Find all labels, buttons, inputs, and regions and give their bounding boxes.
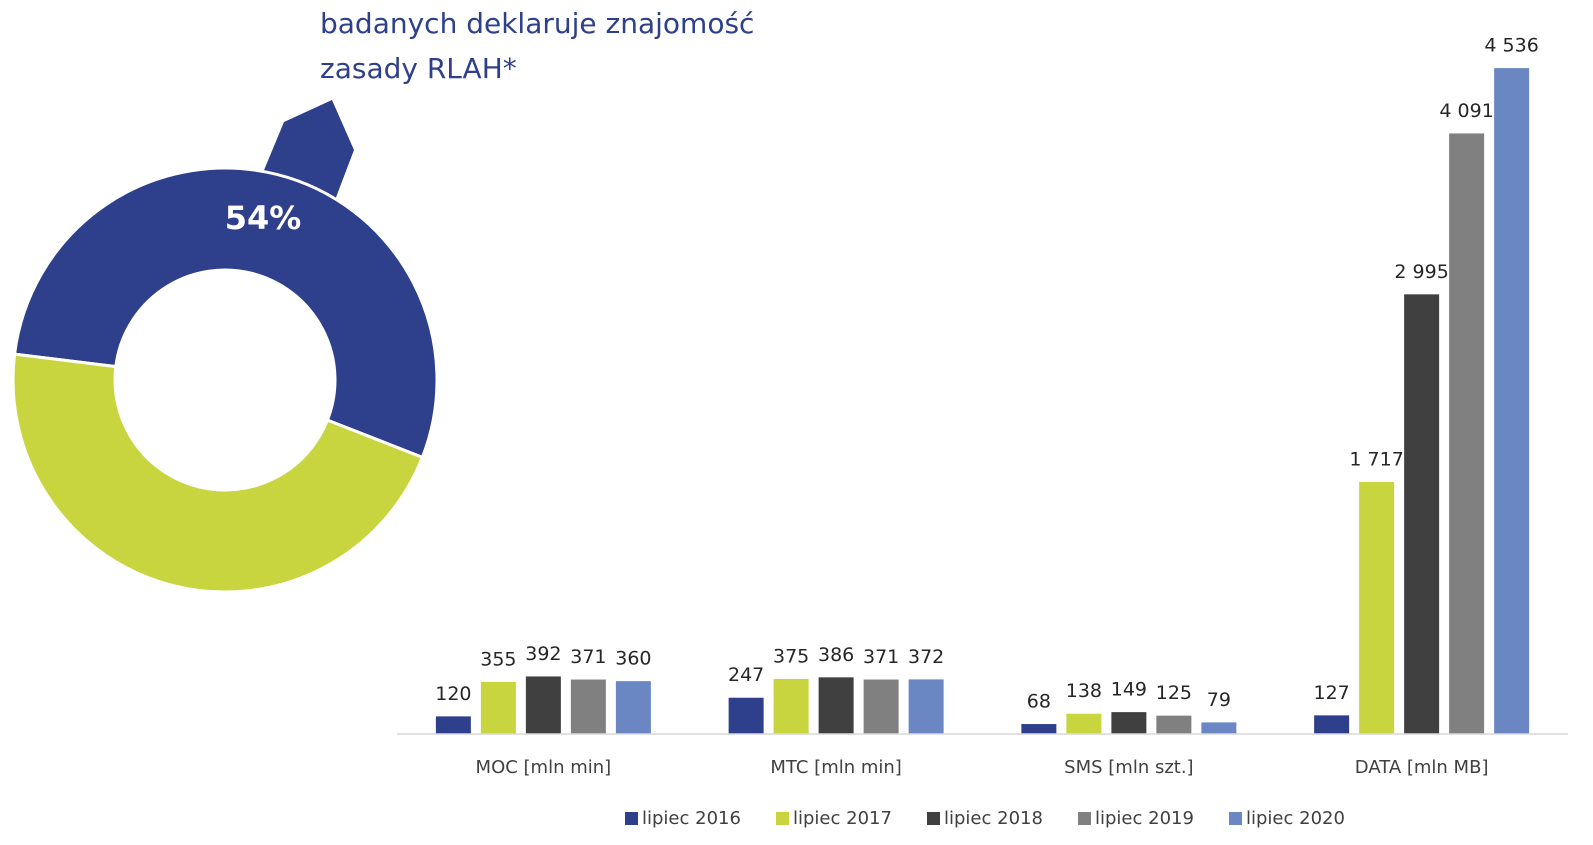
legend-swatch — [1078, 812, 1091, 825]
data-label: 79 — [1207, 689, 1231, 711]
data-label: 4 091 — [1439, 100, 1493, 122]
bar — [1314, 715, 1350, 734]
data-label: 360 — [615, 648, 651, 670]
data-label: 386 — [818, 644, 854, 666]
data-label: 125 — [1156, 682, 1192, 704]
bar — [435, 716, 471, 734]
data-label: 127 — [1313, 682, 1349, 704]
bar — [570, 679, 606, 734]
bar — [1404, 294, 1440, 734]
legend-swatch — [625, 812, 638, 825]
legend-swatch — [1229, 812, 1242, 825]
data-label: 120 — [435, 683, 471, 705]
bar — [863, 679, 899, 734]
annotation: zasady RLAH* — [320, 52, 517, 85]
legend-label: lipiec 2018 — [944, 808, 1043, 829]
data-label: 392 — [525, 643, 561, 665]
x-tick-label: SMS [mln szt.] — [1064, 757, 1193, 778]
data-label: 355 — [480, 648, 516, 670]
x-tick-label: MOC [mln min] — [476, 757, 612, 778]
data-label: 68 — [1027, 691, 1051, 713]
bar — [1111, 712, 1147, 734]
data-label: 1 717 — [1349, 448, 1403, 470]
legend-label: lipiec 2020 — [1246, 808, 1345, 829]
annotation: badanych deklaruje znajomość — [320, 7, 754, 40]
bar — [1201, 722, 1237, 734]
data-label: 54% — [225, 199, 302, 237]
x-tick-label: DATA [mln MB] — [1355, 757, 1489, 778]
bar — [480, 681, 516, 734]
data-label: 149 — [1111, 679, 1147, 701]
legend-label: lipiec 2016 — [642, 808, 741, 829]
bar — [1021, 724, 1057, 734]
donut-segment — [12, 166, 439, 460]
donut-segment — [11, 352, 425, 594]
bar — [525, 676, 561, 734]
legend-swatch — [927, 812, 940, 825]
bar — [1449, 133, 1485, 735]
bar — [728, 697, 764, 734]
data-label: 2 995 — [1394, 261, 1448, 283]
bar — [908, 679, 944, 734]
bar — [615, 681, 651, 734]
data-label: 138 — [1066, 680, 1102, 702]
bar — [1156, 715, 1192, 734]
bar — [818, 677, 854, 734]
data-label: 371 — [863, 646, 899, 668]
legend-label: lipiec 2019 — [1095, 808, 1194, 829]
bar — [1066, 713, 1102, 734]
x-tick-label: MTC [mln min] — [770, 757, 901, 778]
data-label: 247 — [728, 664, 764, 686]
data-label: 4 536 — [1484, 35, 1538, 57]
bar — [1359, 481, 1395, 734]
callout-shape — [262, 100, 354, 200]
legend-swatch — [776, 812, 789, 825]
data-label: 375 — [773, 645, 809, 667]
bar — [1494, 68, 1530, 735]
data-label: 371 — [570, 646, 606, 668]
bar — [773, 678, 809, 734]
data-label: 372 — [908, 646, 944, 668]
legend-label: lipiec 2017 — [793, 808, 892, 829]
